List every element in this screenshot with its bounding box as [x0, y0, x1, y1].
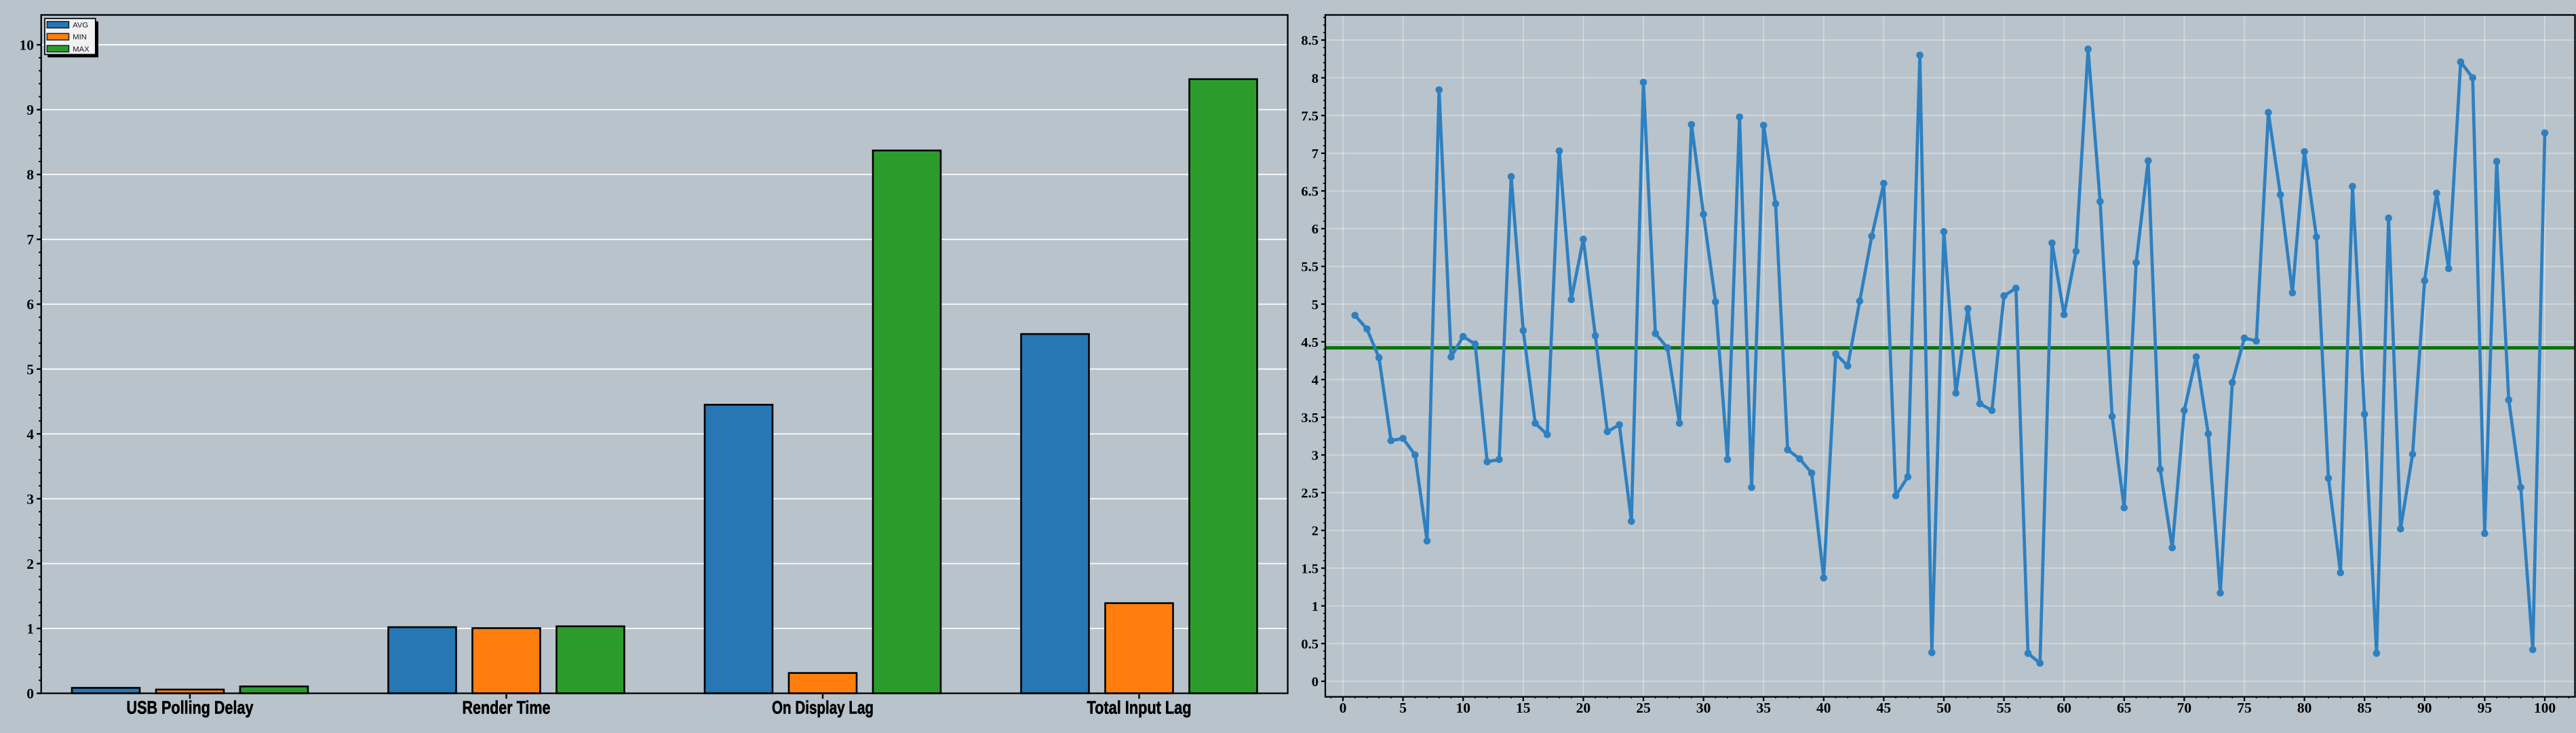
svg-text:70: 70 [2177, 700, 2192, 716]
svg-text:10: 10 [20, 37, 35, 54]
svg-text:MAX: MAX [73, 45, 90, 54]
svg-text:15: 15 [1516, 700, 1531, 716]
svg-text:2: 2 [26, 556, 34, 572]
svg-text:2.5: 2.5 [1301, 486, 1319, 501]
svg-text:6: 6 [1312, 222, 1319, 237]
svg-text:0.5: 0.5 [1301, 637, 1319, 652]
svg-text:40: 40 [1816, 700, 1831, 716]
svg-text:Render Time: Render Time [463, 698, 551, 718]
svg-text:85: 85 [2357, 700, 2372, 716]
svg-text:75: 75 [2237, 700, 2252, 716]
svg-text:8.5: 8.5 [1301, 33, 1319, 48]
svg-text:35: 35 [1756, 700, 1771, 716]
svg-text:1: 1 [26, 620, 34, 637]
svg-text:9: 9 [26, 102, 34, 118]
svg-text:5: 5 [1312, 297, 1319, 312]
svg-text:45: 45 [1877, 700, 1892, 716]
svg-text:50: 50 [1936, 700, 1951, 716]
svg-text:1: 1 [1312, 599, 1319, 614]
svg-text:USB Polling Delay: USB Polling Delay [127, 698, 254, 718]
svg-text:4: 4 [1312, 373, 1319, 388]
svg-text:7: 7 [26, 231, 34, 248]
svg-text:25: 25 [1636, 700, 1651, 716]
svg-text:On Display Lag: On Display Lag [772, 698, 874, 718]
svg-text:3: 3 [26, 491, 34, 507]
svg-text:30: 30 [1696, 700, 1711, 716]
svg-text:1.5: 1.5 [1301, 561, 1319, 576]
svg-text:10: 10 [1456, 700, 1470, 716]
svg-text:80: 80 [2297, 700, 2312, 716]
svg-text:3.5: 3.5 [1301, 411, 1319, 426]
svg-text:5.5: 5.5 [1301, 260, 1319, 275]
svg-text:7: 7 [1312, 147, 1319, 162]
svg-text:8: 8 [26, 167, 34, 183]
svg-text:5: 5 [26, 361, 34, 377]
svg-text:6: 6 [26, 297, 34, 313]
svg-text:65: 65 [2117, 700, 2132, 716]
svg-text:MIN: MIN [73, 33, 87, 41]
svg-text:4.5: 4.5 [1301, 335, 1319, 350]
svg-text:6.5: 6.5 [1301, 185, 1319, 200]
svg-text:100: 100 [2534, 700, 2556, 716]
svg-text:90: 90 [2417, 700, 2432, 716]
svg-text:0: 0 [1340, 700, 1347, 716]
svg-text:2: 2 [1312, 524, 1319, 539]
svg-text:5: 5 [1399, 700, 1407, 716]
svg-text:8: 8 [1312, 71, 1319, 86]
svg-text:3: 3 [1312, 449, 1319, 464]
svg-text:AVG: AVG [73, 21, 88, 29]
svg-text:7.5: 7.5 [1301, 109, 1319, 124]
svg-text:60: 60 [2056, 700, 2071, 716]
svg-text:Total Input Lag: Total Input Lag [1087, 698, 1192, 718]
svg-text:55: 55 [1997, 700, 2012, 716]
svg-text:0: 0 [1312, 675, 1319, 690]
svg-text:0: 0 [26, 685, 34, 702]
svg-text:95: 95 [2478, 700, 2493, 716]
svg-text:4: 4 [26, 426, 34, 443]
svg-text:20: 20 [1576, 700, 1591, 716]
